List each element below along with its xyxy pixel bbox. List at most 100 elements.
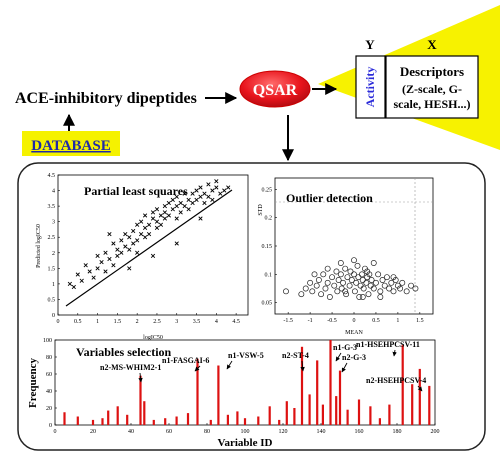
variables-bar — [63, 412, 66, 425]
outlier-point — [351, 271, 357, 278]
pls-point — [158, 222, 164, 227]
variables-bar — [285, 401, 288, 425]
pls-point — [206, 194, 211, 199]
annotation-arrow-5 — [335, 352, 342, 362]
outlier-point — [335, 277, 342, 283]
variables-bar — [268, 406, 271, 425]
outlier-ytick-label: 0.15 — [262, 244, 273, 250]
variables-xtick-label: 160 — [355, 429, 364, 435]
outlier-xtick-label: 1.5 — [416, 318, 424, 324]
pls-xtick-label: 4 — [215, 319, 218, 325]
database-label: DATABASE — [31, 138, 110, 154]
variables-bar — [293, 408, 296, 425]
outlier-point — [351, 257, 357, 264]
pls-point — [202, 191, 207, 196]
outlier-point — [365, 291, 372, 298]
outlier-point — [344, 274, 351, 281]
pls-point — [91, 275, 96, 280]
variables-bar — [196, 358, 199, 425]
pls-point — [123, 244, 128, 249]
pls-point — [111, 263, 116, 268]
pls-point — [75, 272, 80, 277]
activity-label: Activity — [363, 67, 377, 108]
variables-xlabel: Variable ID — [218, 437, 273, 449]
pls-point — [174, 216, 179, 221]
pls-point — [158, 213, 164, 218]
pls-chart: Partial least squares 0 0.5 1 1.5 2 2.5 3 3.5 4 4… — [36, 173, 249, 341]
variables-bar — [101, 418, 104, 425]
pls-point — [210, 197, 215, 203]
variables-bar — [126, 414, 129, 425]
variables-bar — [152, 419, 155, 425]
outlier-point — [322, 285, 329, 292]
pls-point — [190, 200, 195, 206]
pls-ytick-label: 3 — [52, 220, 55, 226]
pls-point — [127, 247, 132, 252]
pls-point — [115, 253, 120, 259]
annotation-n1-hsehpcsv-11: n1-HSEHPCSV-11 — [356, 340, 420, 349]
pls-point — [95, 253, 100, 259]
outlier-chart: Outlier detection -1.5 -1 -0.5 0 0.5 1 1.5 0.05… — [258, 177, 434, 336]
outlier-point — [342, 288, 349, 295]
variables-ytick-label: 100 — [43, 338, 52, 344]
outlier-ylabel: STD — [258, 204, 264, 216]
outlier-point — [326, 294, 333, 300]
variables-bar — [139, 375, 142, 425]
pls-point — [198, 216, 203, 221]
descriptors-line-1: (Z-scale, G- — [402, 82, 462, 96]
outlier-point — [347, 268, 354, 275]
outlier-point — [408, 282, 415, 289]
pls-point — [174, 194, 179, 199]
outlier-point — [359, 277, 366, 283]
pls-point — [174, 241, 179, 246]
pls-xtick-label: 1 — [96, 319, 99, 325]
outlier-title: Outlier detection — [286, 191, 373, 205]
annotation-arrow-6 — [341, 362, 348, 373]
annotation-arrow-3 — [226, 360, 233, 370]
pls-point — [194, 188, 199, 193]
annotation-arrow-7 — [392, 349, 397, 357]
variables-xtick-label: 60 — [166, 429, 172, 435]
variables-ytick-label: 60 — [46, 372, 52, 378]
pls-xtick-label: 1.5 — [114, 319, 122, 325]
pls-point — [150, 210, 156, 215]
pls-ytick-label: 3.5 — [48, 204, 56, 210]
outlier-point — [377, 294, 384, 300]
outlier-point — [356, 294, 363, 300]
outlier-point — [390, 274, 397, 281]
outlier-point — [364, 268, 371, 275]
variables-bar — [369, 406, 372, 425]
outlier-point — [399, 279, 406, 286]
outlier-xtick-label: -1.5 — [283, 318, 293, 324]
outlier-point — [298, 291, 305, 298]
pls-ticks: 0 0.5 1 1.5 2 2.5 3 3.5 4 4.5 0 0.5 1 1.5 2 2.5 3 3.5 4 4.5 — [48, 173, 240, 325]
variables-bar — [329, 340, 332, 425]
outlier-point — [337, 271, 344, 278]
source-label: ACE-inhibitory dipeptides — [15, 90, 197, 107]
variables-bar — [278, 419, 281, 425]
variables-bar — [428, 385, 431, 425]
outlier-point — [377, 288, 384, 295]
pls-point — [135, 238, 140, 243]
pls-xtick-label: 2 — [136, 319, 139, 325]
pls-point — [87, 269, 92, 274]
annotation-arrow-1 — [138, 372, 143, 383]
outlier-point — [309, 288, 316, 295]
outlier-point — [363, 279, 370, 286]
pls-title: Partial least squares — [84, 184, 188, 198]
variables-bar — [300, 346, 304, 425]
annotation-arrow-4 — [300, 360, 305, 372]
variables-bar — [357, 399, 361, 425]
outlier-ytick-label: 0.1 — [265, 272, 273, 278]
pls-point — [210, 188, 215, 193]
variables-bar — [76, 416, 79, 425]
pls-point — [202, 200, 207, 206]
pls-point — [107, 231, 112, 237]
outlier-point — [283, 288, 289, 295]
qsar-label: QSAR — [253, 82, 298, 99]
variables-bar — [186, 413, 190, 425]
pls-point — [119, 250, 124, 255]
variables-xtick-label: 140 — [317, 429, 326, 435]
